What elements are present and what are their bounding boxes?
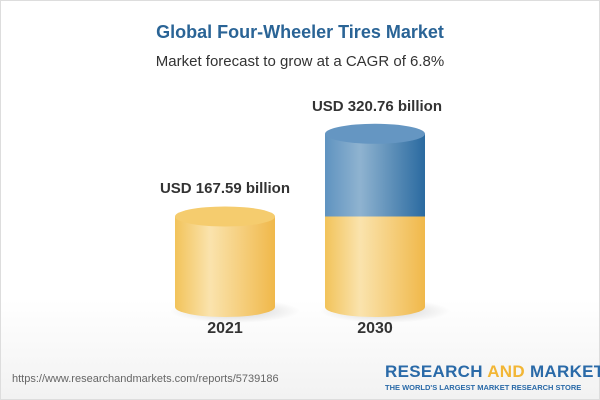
- chart-title: Global Four-Wheeler Tires Market: [156, 22, 444, 42]
- bar-2030-growth-body: [325, 133, 425, 227]
- source-url[interactable]: https://www.researchandmarkets.com/repor…: [12, 373, 279, 385]
- data-label-2030: USD 320.76 billion: [312, 98, 442, 115]
- bar-2021-top: [175, 206, 275, 227]
- bar-2030-base-body: [325, 216, 425, 317]
- chart-subtitle: Market forecast to grow at a CAGR of 6.8…: [155, 53, 445, 70]
- bar-2030-growth-top: [325, 123, 425, 144]
- category-label-2021: 2021: [207, 320, 243, 337]
- category-label-2030: 2030: [357, 320, 393, 337]
- bar-2021-body: [175, 216, 275, 317]
- data-label-2021: USD 167.59 billion: [160, 180, 290, 197]
- research-and-markets-logo: RESEARCH AND MARKETS THE WORLD'S LARGEST…: [385, 362, 600, 392]
